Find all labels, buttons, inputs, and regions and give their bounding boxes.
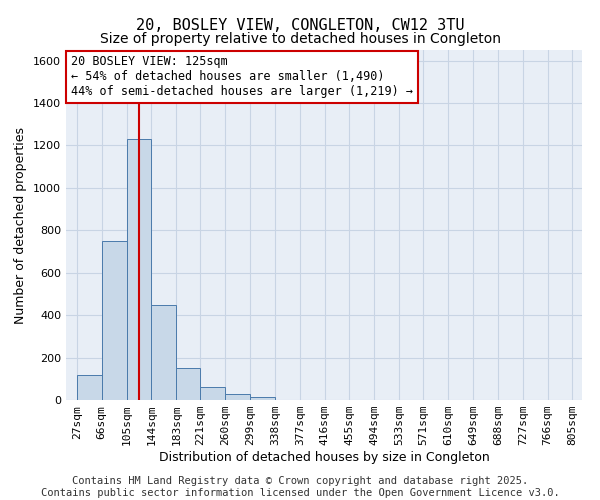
Text: 20, BOSLEY VIEW, CONGLETON, CW12 3TU: 20, BOSLEY VIEW, CONGLETON, CW12 3TU <box>136 18 464 32</box>
Bar <box>101 241 127 400</box>
X-axis label: Distribution of detached houses by size in Congleton: Distribution of detached houses by size … <box>158 451 490 464</box>
Text: Size of property relative to detached houses in Congleton: Size of property relative to detached ho… <box>100 32 500 46</box>
Text: 20 BOSLEY VIEW: 125sqm
← 54% of detached houses are smaller (1,490)
44% of semi-: 20 BOSLEY VIEW: 125sqm ← 54% of detached… <box>71 56 413 98</box>
Bar <box>225 394 250 400</box>
Text: Contains HM Land Registry data © Crown copyright and database right 2025.
Contai: Contains HM Land Registry data © Crown c… <box>41 476 559 498</box>
Y-axis label: Number of detached properties: Number of detached properties <box>14 126 28 324</box>
Bar <box>250 397 275 400</box>
Bar <box>151 304 176 400</box>
Bar <box>176 368 200 400</box>
Bar <box>200 388 225 400</box>
Bar <box>127 139 151 400</box>
Bar <box>77 374 101 400</box>
